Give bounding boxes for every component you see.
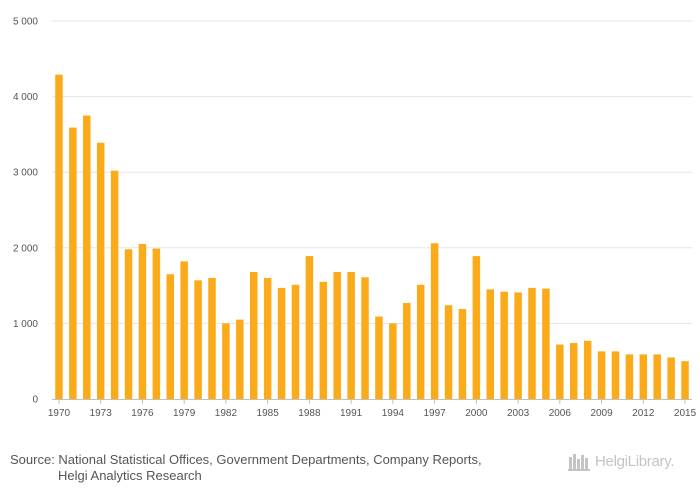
bar-2002 [500, 291, 508, 399]
bar-2014 [667, 357, 675, 399]
x-tick-label: 1997 [423, 408, 446, 419]
bar-1984 [249, 271, 258, 399]
bar-1992 [361, 277, 369, 399]
bar-1994 [389, 323, 397, 399]
x-tick-label: 1994 [382, 408, 405, 419]
bar-1990 [333, 271, 341, 399]
bar-2008 [583, 340, 592, 399]
x-tick-label: 1979 [173, 408, 196, 419]
x-tick-label: 1970 [48, 408, 71, 419]
bar-1987 [291, 284, 300, 399]
y-tick-label: 0 [32, 395, 38, 406]
bar-2001 [486, 289, 495, 399]
bar-2007 [569, 343, 578, 399]
bar-1973 [96, 142, 105, 399]
bar-1995 [403, 302, 411, 399]
bar-2004 [528, 287, 536, 399]
y-tick-label: 4 000 [13, 92, 38, 103]
y-tick-label: 2 000 [13, 243, 38, 254]
bar-1972 [83, 115, 91, 399]
bar-1975 [124, 249, 133, 399]
bar-2009 [597, 351, 606, 399]
y-tick-label: 1 000 [13, 319, 38, 330]
bar-1976 [138, 244, 147, 399]
source-note: Source: National Statistical Offices, Go… [10, 452, 550, 484]
x-tick-label: 1991 [340, 408, 363, 419]
bar-1980 [194, 280, 202, 399]
x-tick-label: 1985 [257, 408, 280, 419]
x-axis-ticks: 1970 1973 1976 1979 1982 1985 1988 1991 1994 1997… [48, 399, 697, 419]
bar-1988 [305, 256, 314, 399]
bar-1986 [277, 287, 286, 399]
y-axis-ticks: 0 1 000 2 000 3 000 4 000 5 000 [13, 17, 38, 406]
gridlines [52, 20, 692, 324]
bar-1999 [458, 309, 467, 399]
brand-logo: HelgiLibrary. [568, 449, 694, 473]
x-tick-label: 1973 [90, 408, 113, 419]
bar-1970 [55, 74, 63, 400]
bar-1991 [347, 271, 355, 399]
y-tick-label: 5 000 [13, 17, 38, 28]
x-tick-label: 2003 [507, 408, 530, 419]
x-tick-label: 2012 [632, 408, 655, 419]
bar-1996 [416, 284, 425, 399]
x-tick-label: 1976 [131, 408, 154, 419]
bar-1997 [430, 243, 439, 399]
x-tick-label: 2015 [674, 408, 697, 419]
source-line-1: Source: National Statistical Offices, Go… [10, 452, 482, 467]
bar-2003 [514, 292, 522, 399]
bar-2011 [625, 354, 634, 399]
bars [55, 74, 689, 400]
bar-1979 [180, 261, 188, 399]
bar-1981 [208, 278, 216, 399]
x-tick-label: 2006 [549, 408, 572, 419]
bar-1977 [152, 248, 161, 399]
bar-1974 [110, 170, 119, 399]
bar-2013 [653, 354, 661, 399]
bar-2012 [639, 354, 648, 399]
library-icon [568, 454, 590, 471]
y-tick-label: 3 000 [13, 168, 38, 179]
bar-1978 [166, 274, 175, 399]
bar-1983 [236, 319, 244, 399]
source-line-2: Helgi Analytics Research [58, 468, 202, 483]
bar-1993 [375, 316, 383, 399]
x-tick-label: 1982 [215, 408, 238, 419]
bar-1989 [319, 281, 328, 399]
x-tick-label: 1988 [298, 408, 321, 419]
bar-2005 [542, 288, 550, 399]
bar-2010 [611, 351, 620, 399]
x-tick-label: 2009 [590, 408, 613, 419]
bar-2015 [681, 361, 689, 399]
bar-2006 [556, 344, 564, 399]
bar-1998 [444, 305, 453, 399]
bar-2000 [472, 256, 481, 399]
bar-1971 [69, 127, 77, 399]
bar-1982 [222, 323, 230, 399]
brand-name: HelgiLibrary. [595, 452, 675, 470]
x-tick-label: 2000 [465, 408, 488, 419]
bar-1985 [263, 278, 272, 399]
